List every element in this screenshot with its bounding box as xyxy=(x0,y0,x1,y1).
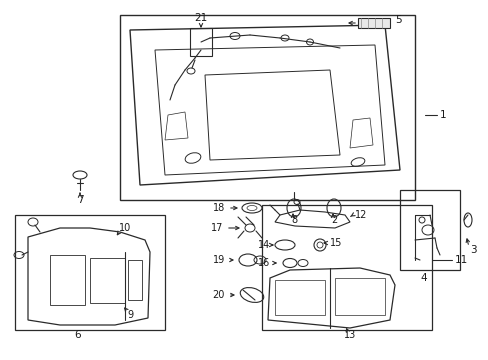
Bar xyxy=(357,18,389,28)
Bar xyxy=(120,15,414,200)
Text: 15: 15 xyxy=(329,238,342,248)
Text: 6: 6 xyxy=(75,330,81,340)
Text: 12: 12 xyxy=(354,210,366,220)
Text: 19: 19 xyxy=(212,255,224,265)
Bar xyxy=(262,205,431,330)
Text: 5: 5 xyxy=(394,15,401,25)
Text: 2: 2 xyxy=(330,215,336,225)
Text: 8: 8 xyxy=(290,215,296,225)
Bar xyxy=(399,190,459,270)
Bar xyxy=(50,255,85,305)
Text: 14: 14 xyxy=(257,240,269,250)
Bar xyxy=(90,258,125,303)
Bar xyxy=(128,260,142,300)
Text: 13: 13 xyxy=(343,330,355,340)
Bar xyxy=(274,280,325,315)
Bar xyxy=(190,28,212,56)
Text: 17: 17 xyxy=(210,223,223,233)
Text: 21: 21 xyxy=(194,13,207,23)
Text: 1: 1 xyxy=(439,110,446,120)
Bar xyxy=(334,278,384,315)
Text: 4: 4 xyxy=(419,273,426,283)
Text: 16: 16 xyxy=(257,258,269,268)
Text: 3: 3 xyxy=(469,245,476,255)
Text: 10: 10 xyxy=(119,223,131,233)
Text: 18: 18 xyxy=(212,203,224,213)
Bar xyxy=(15,215,164,330)
Text: 7: 7 xyxy=(77,195,83,205)
Text: 20: 20 xyxy=(212,290,224,300)
Text: 11: 11 xyxy=(454,255,468,265)
Text: 9: 9 xyxy=(127,310,133,320)
